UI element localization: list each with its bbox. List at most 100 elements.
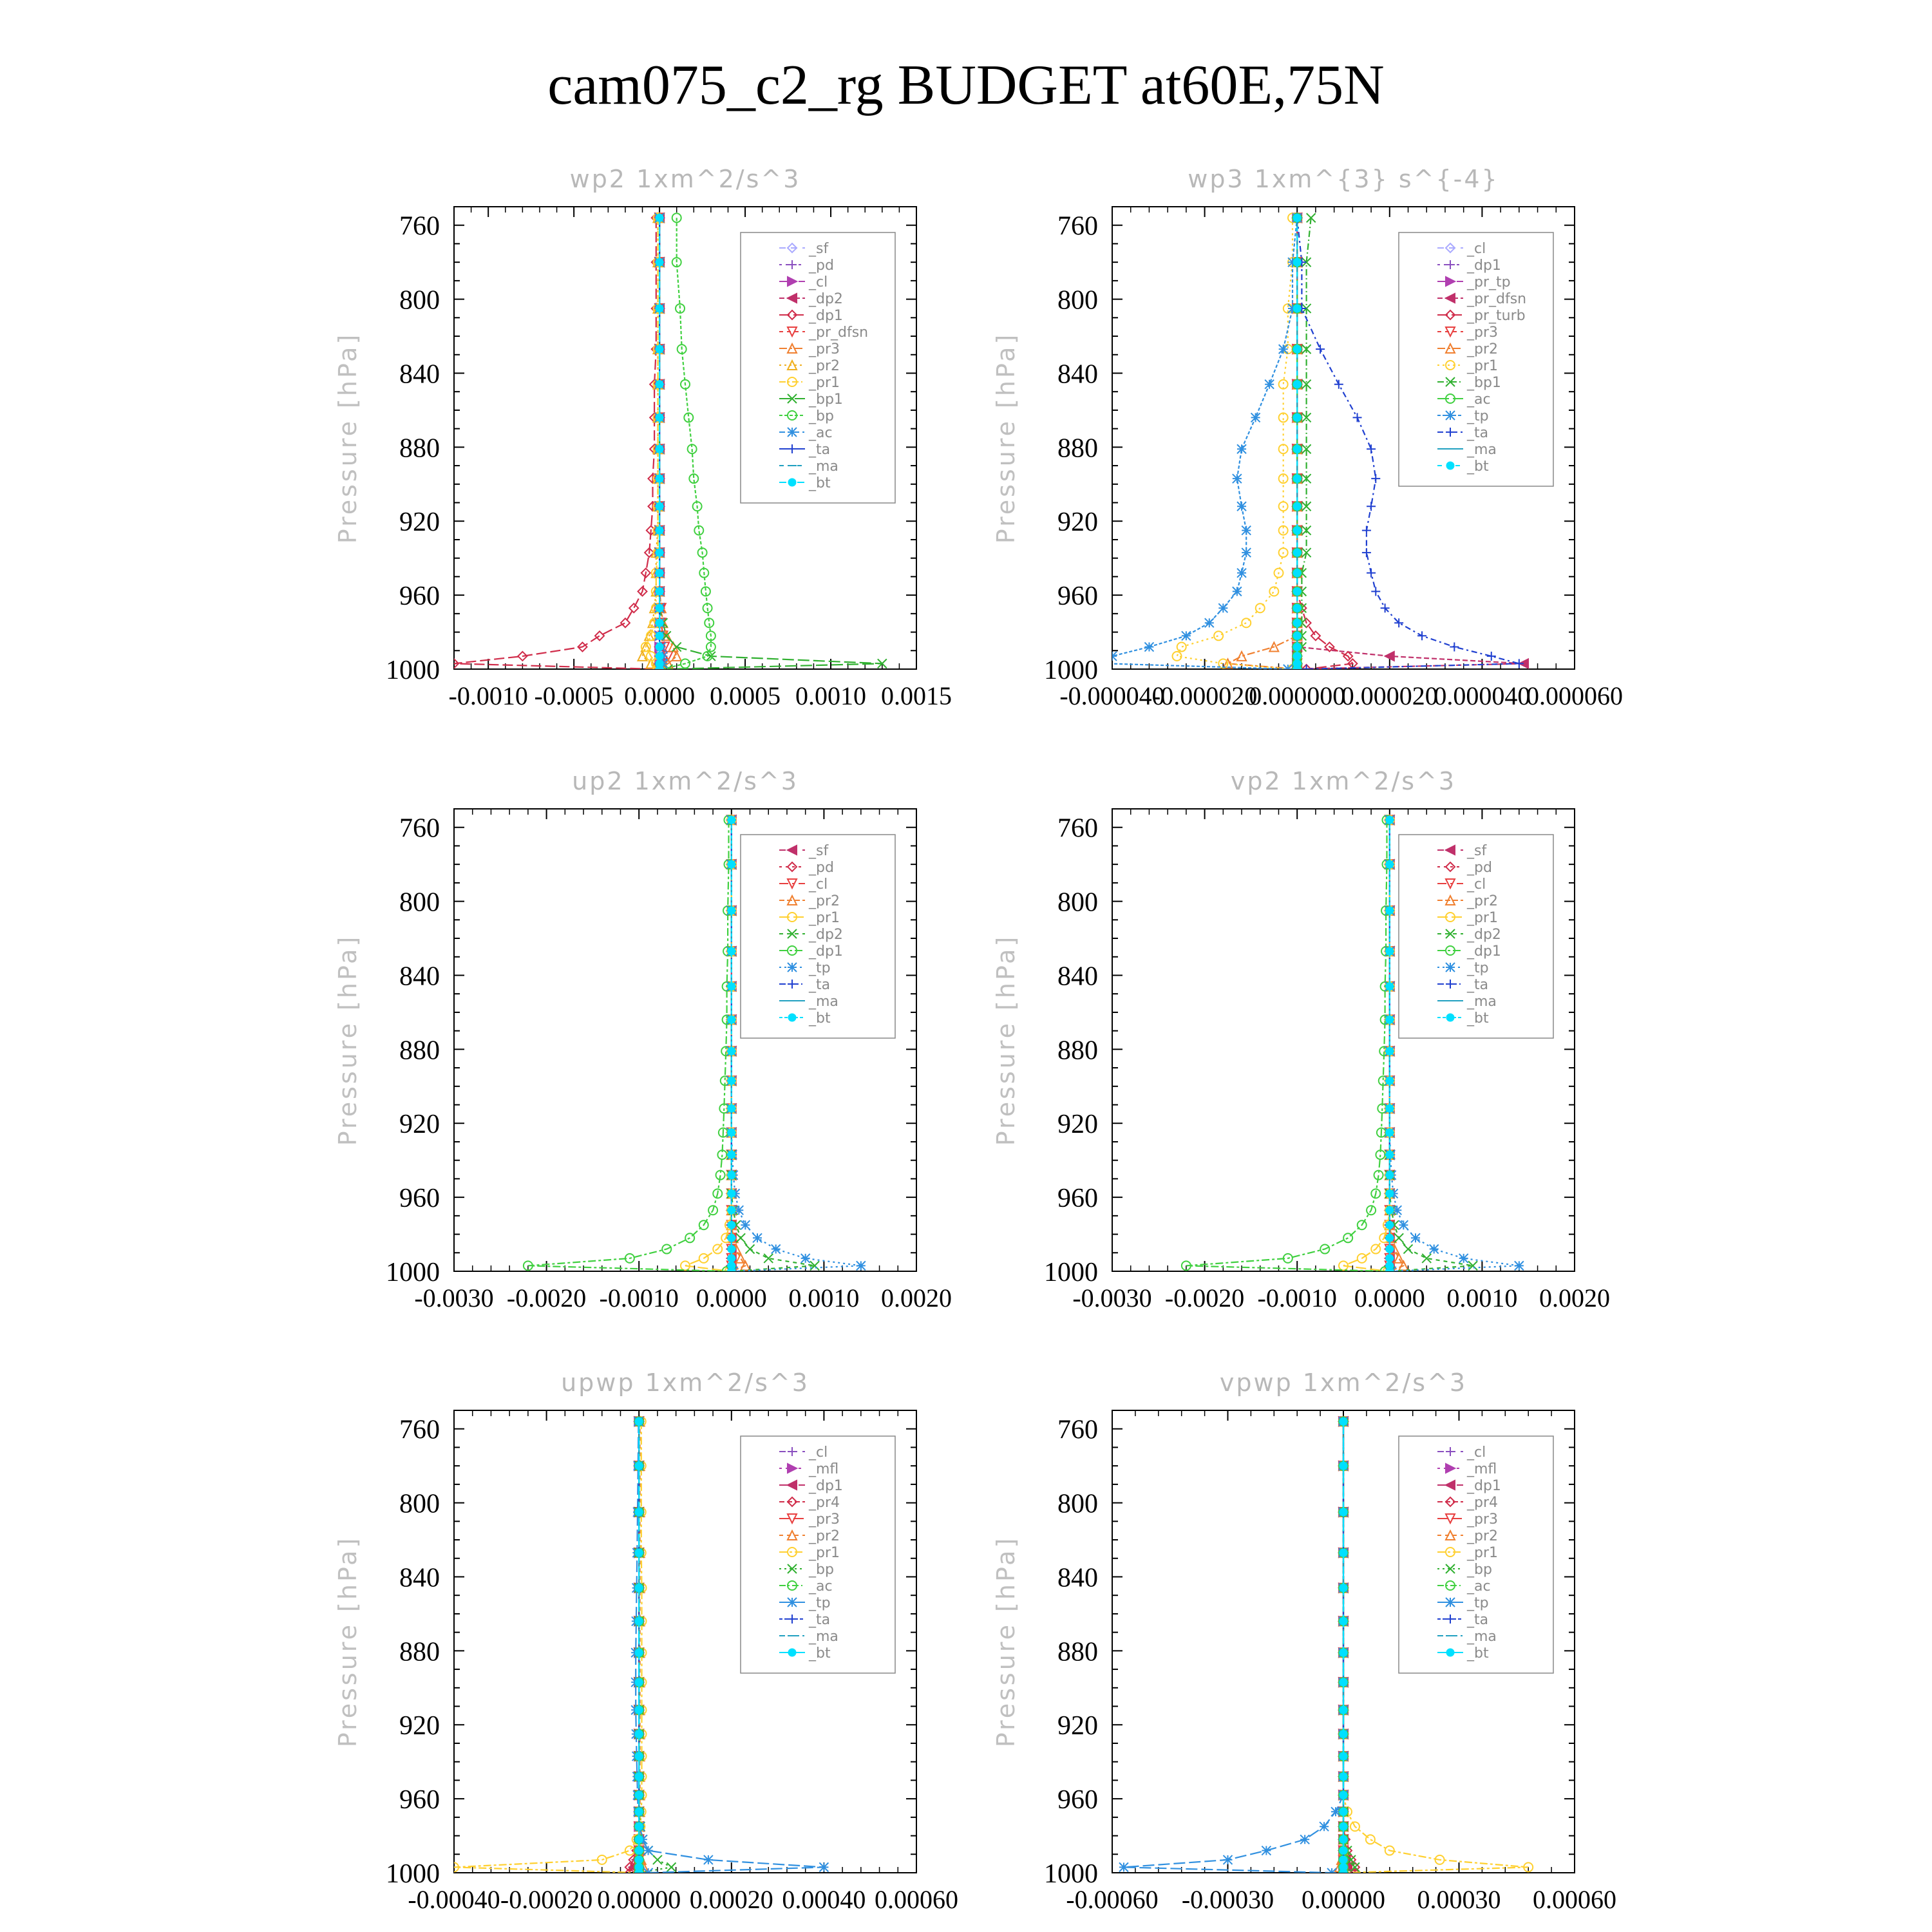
series-bt xyxy=(655,213,664,669)
legend-item: _ac xyxy=(779,425,833,441)
legend-marker xyxy=(788,1447,797,1456)
legend-marker xyxy=(787,945,797,956)
legend-label: _tp xyxy=(1466,408,1489,424)
legend-marker xyxy=(1445,912,1455,922)
legend-marker xyxy=(788,1648,797,1657)
data-point xyxy=(727,1267,736,1271)
data-point xyxy=(727,1254,736,1263)
y-tick-label: 760 xyxy=(1057,1416,1098,1445)
data-point xyxy=(1176,641,1187,652)
data-point xyxy=(624,1253,635,1264)
data-point xyxy=(727,1233,736,1242)
data-point xyxy=(1514,1260,1524,1271)
y-tick-label: 840 xyxy=(399,961,440,991)
data-point xyxy=(1293,643,1302,652)
data-point xyxy=(671,257,682,268)
legend-marker xyxy=(1446,260,1455,269)
series-line xyxy=(730,820,746,1271)
data-point xyxy=(1410,1233,1421,1244)
legend-item: _pr3 xyxy=(1437,325,1498,341)
data-point xyxy=(1385,1015,1394,1024)
data-point xyxy=(1339,1772,1348,1781)
legend-label: _dp1 xyxy=(1466,1478,1501,1494)
legend-marker xyxy=(1445,929,1455,939)
data-point xyxy=(727,982,736,991)
legend-item: _mfl xyxy=(1437,1461,1497,1477)
legend-item: _ta xyxy=(779,442,830,458)
legend-item: _pr3 xyxy=(1437,1511,1498,1528)
data-point xyxy=(1394,1233,1404,1244)
legend-label: _bp1 xyxy=(1466,375,1501,391)
data-point xyxy=(1293,502,1302,511)
data-point xyxy=(1278,444,1289,455)
x-tick-label: -0.0010 xyxy=(449,681,528,710)
data-point xyxy=(634,1678,643,1687)
page-title: cam075_c2_rg BUDGET at60E,75N xyxy=(547,54,1385,117)
data-point xyxy=(1293,526,1302,535)
data-point xyxy=(1429,1244,1439,1255)
legend-label: _bt xyxy=(808,1010,831,1027)
series-line xyxy=(635,1421,824,1873)
data-point xyxy=(1450,642,1459,652)
data-point xyxy=(1264,379,1274,390)
plot-area xyxy=(1119,1415,1534,1873)
legend-marker xyxy=(1444,292,1455,304)
legend-item: _dp2 xyxy=(779,291,843,307)
y-tick-label: 920 xyxy=(399,1711,440,1741)
data-point xyxy=(643,1868,654,1873)
data-point xyxy=(727,1015,736,1024)
data-point xyxy=(1379,1266,1390,1271)
data-point xyxy=(1371,587,1381,596)
legend-label: _pr_dfsn xyxy=(808,325,868,341)
legend-label: _pr2 xyxy=(1466,893,1498,909)
y-tick-label: 1000 xyxy=(1044,656,1098,685)
legend-marker xyxy=(1444,1529,1456,1540)
data-point xyxy=(1144,641,1155,652)
data-point xyxy=(1293,652,1302,661)
data-point xyxy=(634,1648,643,1657)
data-point xyxy=(763,1253,773,1264)
data-point xyxy=(740,1220,751,1230)
data-point xyxy=(727,815,736,824)
data-point xyxy=(1236,501,1247,511)
legend-label: _ma xyxy=(1466,994,1497,1010)
legend: _sf_pd_cl_pr2_pr1_dp2_dp1_tp_ta_ma_bt xyxy=(1398,834,1554,1039)
y-tick-label: 920 xyxy=(1057,507,1098,537)
data-point xyxy=(1331,1806,1341,1817)
legend-marker xyxy=(1445,360,1455,370)
data-point xyxy=(1385,1189,1394,1198)
data-point xyxy=(1385,1206,1394,1215)
legend-marker xyxy=(786,342,798,354)
legend-item: _cl xyxy=(779,1444,828,1461)
data-point xyxy=(1421,1253,1432,1264)
data-point xyxy=(1250,412,1261,423)
data-point xyxy=(712,1244,723,1255)
data-point xyxy=(655,643,664,652)
x-tick-label: -0.00020 xyxy=(500,1885,592,1914)
legend-item: _pr4 xyxy=(1437,1495,1498,1511)
data-point xyxy=(1342,650,1354,662)
legend-item: _cl xyxy=(779,876,828,893)
data-point xyxy=(877,658,887,669)
legend-item: _pr3 xyxy=(779,341,840,357)
legend-label: _sf xyxy=(1466,843,1487,859)
data-point xyxy=(1268,641,1280,652)
legend-item: _ac xyxy=(1437,1578,1491,1595)
data-point xyxy=(1236,650,1247,661)
data-point xyxy=(715,1170,726,1180)
data-point xyxy=(1523,1862,1534,1873)
panel-title: vpwp 1xm^2/s^3 xyxy=(1220,1368,1467,1397)
legend-marker xyxy=(787,929,797,939)
legend-item: _dp1 xyxy=(779,943,843,960)
data-point xyxy=(1343,1233,1354,1244)
data-point xyxy=(1385,1220,1394,1229)
x-tick-label: 0.0000 xyxy=(696,1283,767,1312)
data-point xyxy=(1339,1616,1348,1625)
series-line xyxy=(1112,218,1298,669)
data-point xyxy=(1349,1821,1360,1832)
legend-box xyxy=(1398,1435,1554,1674)
data-point xyxy=(1339,1868,1348,1873)
data-point xyxy=(1352,413,1362,422)
data-point xyxy=(1392,1205,1402,1215)
legend-marker xyxy=(787,1580,797,1591)
